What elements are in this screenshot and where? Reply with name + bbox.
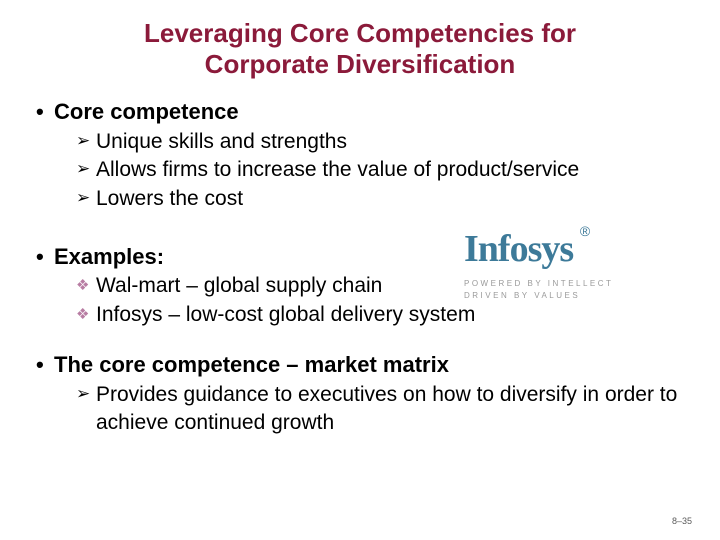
section-core-competence: • Core competence ➢ Unique skills and st… (36, 98, 684, 213)
list-item: ➢ Unique skills and strengths (76, 128, 684, 156)
dot-bullet-icon: • (36, 351, 54, 379)
slide: Leveraging Core Competencies for Corpora… (0, 0, 720, 540)
diamond-bullet-icon: ❖ (76, 301, 96, 325)
dot-bullet-icon: • (36, 98, 54, 126)
list-item: ➢ Allows firms to increase the value of … (76, 156, 684, 184)
sub-list: ➢ Unique skills and strengths ➢ Allows f… (76, 128, 684, 213)
diamond-bullet-icon: ❖ (76, 272, 96, 296)
dot-bullet-icon: • (36, 243, 54, 271)
logo-tagline-1: POWERED BY INTELLECT (464, 279, 613, 288)
infosys-logo: Infosys ® POWERED BY INTELLECT DRIVEN BY… (464, 230, 684, 302)
list-item: ❖ Infosys – low-cost global delivery sys… (76, 301, 684, 329)
arrow-bullet-icon: ➢ (76, 381, 96, 406)
list-item-text: Infosys – low-cost global delivery syste… (96, 301, 684, 329)
list-item: ➢ Lowers the cost (76, 185, 684, 213)
list-item-text: Lowers the cost (96, 185, 684, 213)
section-market-matrix: • The core competence – market matrix ➢ … (36, 351, 684, 437)
logo-text: Infosys ® (464, 230, 573, 268)
logo-tagline: POWERED BY INTELLECT DRIVEN BY VALUES (464, 278, 684, 302)
section-head-row: • Core competence (36, 98, 684, 126)
logo-tagline-2: DRIVEN BY VALUES (464, 291, 580, 300)
section-head-text: Examples: (54, 243, 164, 271)
list-item-text: Allows firms to increase the value of pr… (96, 156, 684, 184)
section-head-row: • The core competence – market matrix (36, 351, 684, 379)
slide-title: Leveraging Core Competencies for Corpora… (36, 18, 684, 80)
list-item-text: Provides guidance to executives on how t… (96, 381, 684, 438)
title-line-2: Corporate Diversification (205, 49, 516, 79)
sub-list: ➢ Provides guidance to executives on how… (76, 381, 684, 438)
section-head-text: The core competence – market matrix (54, 351, 449, 379)
list-item-text: Unique skills and strengths (96, 128, 684, 156)
arrow-bullet-icon: ➢ (76, 185, 96, 210)
title-line-1: Leveraging Core Competencies for (144, 18, 576, 48)
registered-icon: ® (580, 224, 589, 238)
logo-word: Infosys (464, 228, 573, 270)
section-head-text: Core competence (54, 98, 239, 126)
list-item: ➢ Provides guidance to executives on how… (76, 381, 684, 438)
page-number: 8–35 (672, 516, 692, 526)
arrow-bullet-icon: ➢ (76, 156, 96, 181)
arrow-bullet-icon: ➢ (76, 128, 96, 153)
